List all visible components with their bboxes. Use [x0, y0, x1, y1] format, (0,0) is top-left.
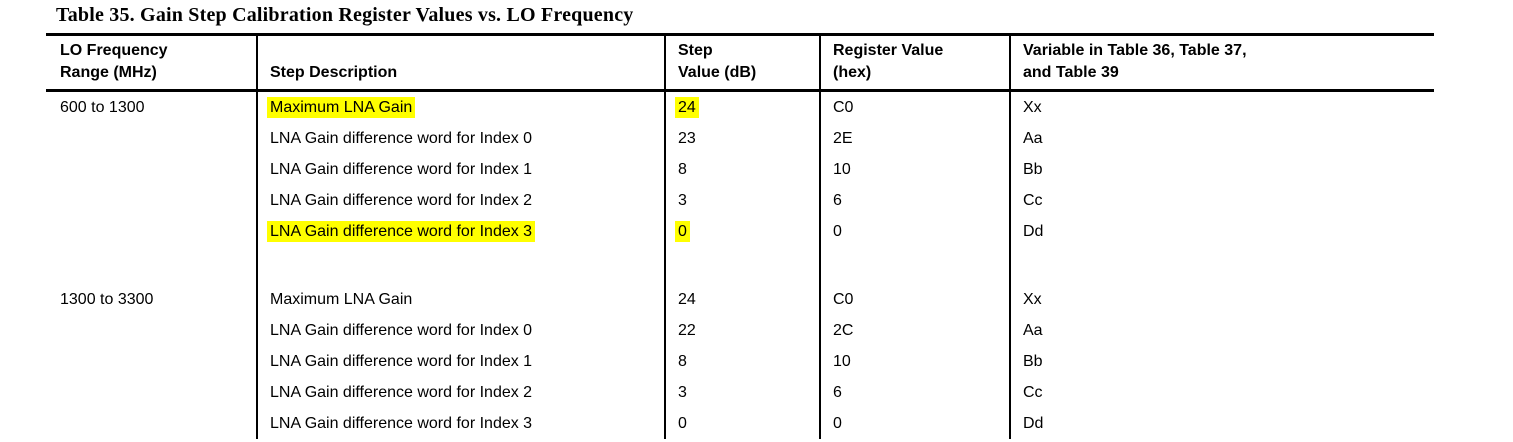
cell-step-description: Maximum LNA Gain	[256, 284, 664, 315]
cell-step-value: 8	[664, 346, 819, 377]
cell-frequency-range	[46, 408, 256, 439]
cell-step-value: 23	[664, 123, 819, 154]
cell-frequency-range	[46, 247, 256, 284]
cell-variable: Aa	[1009, 123, 1434, 154]
cell-step-description: LNA Gain difference word for Index 2	[256, 185, 664, 216]
table-row: LNA Gain difference word for Index 0 23 …	[46, 123, 1434, 154]
cell-register-value: 0	[819, 408, 1009, 439]
header-line: Range (MHz)	[60, 64, 157, 81]
table-row: LNA Gain difference word for Index 1 8 1…	[46, 346, 1434, 377]
gain-step-calibration-table: LO Frequency Range (MHz) Step Descriptio…	[46, 33, 1434, 439]
cell-register-value: C0	[819, 284, 1009, 315]
highlighted-text: 0	[675, 221, 690, 242]
cell-register-value: 2C	[819, 315, 1009, 346]
cell-step-value: 3	[664, 185, 819, 216]
table-body: 600 to 1300 Maximum LNA Gain 24 C0 Xx LN…	[46, 92, 1434, 439]
cell-register-value: 10	[819, 154, 1009, 185]
cell-frequency-range: 1300 to 3300	[60, 291, 154, 308]
table-row: LNA Gain difference word for Index 3 0 0…	[46, 408, 1434, 439]
header-line: Variable in Table 36, Table 37,	[1023, 42, 1247, 59]
cell-frequency-range	[46, 346, 256, 377]
cell-variable	[1009, 247, 1434, 284]
cell-frequency-range	[46, 123, 256, 154]
header-line: Step Description	[270, 64, 398, 81]
cell-variable: Xx	[1009, 92, 1434, 123]
table-header-row: LO Frequency Range (MHz) Step Descriptio…	[46, 33, 1434, 92]
cell-step-description: Maximum LNA Gain	[256, 92, 664, 123]
cell-frequency-range	[46, 216, 256, 247]
cell-step-description: LNA Gain difference word for Index 1	[256, 154, 664, 185]
table-row: 1300 to 3300 Maximum LNA Gain 24 C0 Xx	[46, 284, 1434, 315]
column-header-step-value: Step Value (dB)	[664, 36, 819, 89]
cell-step-value	[664, 247, 819, 284]
cell-variable: Cc	[1009, 377, 1434, 408]
cell-register-value: 6	[819, 185, 1009, 216]
cell-step-description: LNA Gain difference word for Index 0	[256, 315, 664, 346]
column-header-variable: Variable in Table 36, Table 37, and Tabl…	[1009, 36, 1434, 89]
cell-step-description: LNA Gain difference word for Index 2	[256, 377, 664, 408]
header-line: (hex)	[833, 64, 872, 81]
table-row: LNA Gain difference word for Index 2 3 6…	[46, 185, 1434, 216]
cell-variable: Xx	[1009, 284, 1434, 315]
table-row: LNA Gain difference word for Index 0 22 …	[46, 315, 1434, 346]
cell-step-value: 22	[664, 315, 819, 346]
cell-variable: Dd	[1009, 408, 1434, 439]
table-row: 600 to 1300 Maximum LNA Gain 24 C0 Xx	[46, 92, 1434, 123]
header-line: Value (dB)	[678, 64, 757, 81]
cell-variable: Aa	[1009, 315, 1434, 346]
highlighted-text: Maximum LNA Gain	[267, 97, 416, 118]
cell-register-value	[819, 247, 1009, 284]
cell-register-value: 2E	[819, 123, 1009, 154]
header-line: Step	[678, 42, 713, 59]
header-line: LO Frequency	[60, 42, 168, 59]
column-header-lo-frequency-range: LO Frequency Range (MHz)	[46, 36, 256, 89]
cell-step-description: LNA Gain difference word for Index 1	[256, 346, 664, 377]
group-separator-row	[46, 247, 1434, 284]
highlighted-text: 24	[675, 97, 699, 118]
cell-step-value: 24	[664, 284, 819, 315]
cell-variable: Bb	[1009, 154, 1434, 185]
cell-variable: Cc	[1009, 185, 1434, 216]
table-row: LNA Gain difference word for Index 3 0 0…	[46, 216, 1434, 247]
highlighted-text: LNA Gain difference word for Index 3	[267, 221, 536, 242]
table-row: LNA Gain difference word for Index 2 3 6…	[46, 377, 1434, 408]
cell-register-value: 6	[819, 377, 1009, 408]
cell-step-value: 24	[664, 92, 819, 123]
cell-step-description	[256, 247, 664, 284]
cell-register-value: C0	[819, 92, 1009, 123]
cell-step-value: 0	[664, 216, 819, 247]
cell-frequency-range	[46, 154, 256, 185]
cell-step-value: 8	[664, 154, 819, 185]
cell-register-value: 0	[819, 216, 1009, 247]
cell-variable: Bb	[1009, 346, 1434, 377]
cell-step-value: 3	[664, 377, 819, 408]
table-title: Table 35. Gain Step Calibration Register…	[56, 4, 634, 26]
cell-step-value: 0	[664, 408, 819, 439]
table-row: LNA Gain difference word for Index 1 8 1…	[46, 154, 1434, 185]
cell-frequency-range	[46, 185, 256, 216]
column-header-step-description: Step Description	[256, 36, 664, 89]
cell-register-value: 10	[819, 346, 1009, 377]
cell-variable: Dd	[1009, 216, 1434, 247]
cell-step-description: LNA Gain difference word for Index 3	[256, 408, 664, 439]
cell-frequency-range	[46, 315, 256, 346]
header-line: and Table 39	[1023, 64, 1119, 81]
cell-frequency-range: 600 to 1300	[60, 99, 145, 116]
cell-step-description: LNA Gain difference word for Index 3	[256, 216, 664, 247]
cell-frequency-range	[46, 377, 256, 408]
column-header-register-value: Register Value (hex)	[819, 36, 1009, 89]
header-line: Register Value	[833, 42, 944, 59]
cell-step-description: LNA Gain difference word for Index 0	[256, 123, 664, 154]
